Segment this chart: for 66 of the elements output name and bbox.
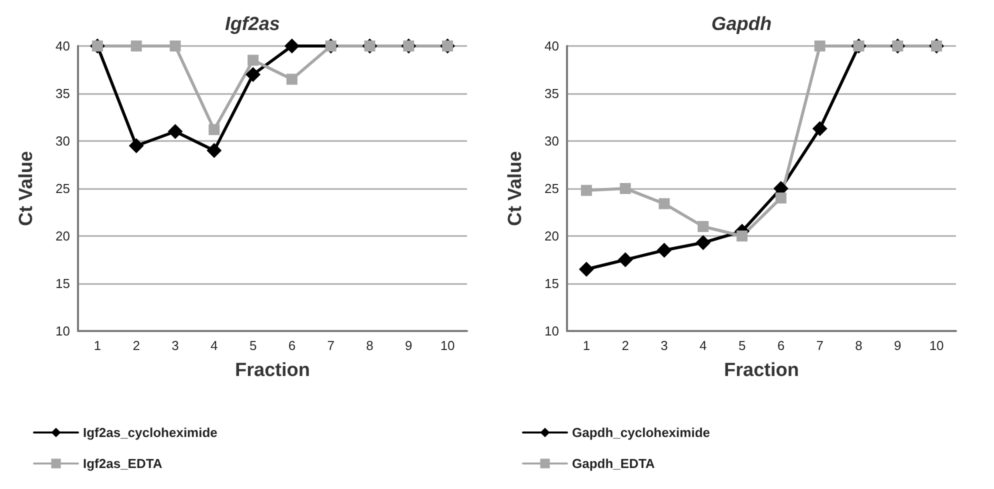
x-tick-label: 7 xyxy=(327,338,334,353)
point xyxy=(698,221,709,232)
x-axis-title: Fraction xyxy=(235,360,310,381)
point xyxy=(248,54,259,66)
point xyxy=(696,235,711,250)
x-tick-label: 3 xyxy=(660,338,668,353)
y-axis-title: Ct Value xyxy=(505,151,526,226)
legend-label: Gapdh_cycloheximide xyxy=(572,425,710,440)
point xyxy=(578,262,594,277)
point xyxy=(246,67,261,82)
point xyxy=(620,183,631,194)
y-tick-label: 35 xyxy=(56,86,70,101)
y-tick-label: 30 xyxy=(56,134,70,148)
chart-title: Igf2as xyxy=(225,14,280,35)
point xyxy=(206,143,222,158)
y-tick-label: 20 xyxy=(544,228,559,244)
x-tick-label: 2 xyxy=(132,338,140,353)
point xyxy=(618,252,633,268)
x-tick-label: 8 xyxy=(855,338,862,353)
point xyxy=(775,192,786,204)
point xyxy=(284,38,300,54)
legend-label: Gapdh_EDTA xyxy=(572,456,656,471)
y-tick-label: 40 xyxy=(544,38,559,54)
x-tick-label: 2 xyxy=(622,338,629,353)
point xyxy=(286,74,298,85)
chart-title: Gapdh xyxy=(711,14,772,35)
x-tick-label: 3 xyxy=(172,338,179,353)
point xyxy=(656,242,672,258)
point xyxy=(658,198,670,210)
x-tick-label: 4 xyxy=(210,338,218,353)
point xyxy=(814,40,826,52)
x-tick-label: 8 xyxy=(366,338,374,353)
x-tick-label: 1 xyxy=(94,338,102,353)
y-tick-label: 10 xyxy=(544,324,559,338)
y-tick-label: 30 xyxy=(544,134,559,148)
legend-label: Igf2as_EDTA xyxy=(83,456,163,471)
y-tick-label: 15 xyxy=(56,276,70,291)
legend-label: Igf2as_cycloheximide xyxy=(83,425,218,440)
x-tick-label: 7 xyxy=(816,338,824,353)
y-tick-label: 35 xyxy=(544,86,559,101)
x-tick-label: 5 xyxy=(738,338,746,353)
y-tick-label: 15 xyxy=(544,276,559,291)
y-tick-label: 40 xyxy=(56,38,70,54)
point xyxy=(580,184,592,196)
point xyxy=(736,230,748,242)
point xyxy=(168,124,183,139)
x-axis-title: Fraction xyxy=(724,360,799,381)
x-tick-label: 9 xyxy=(894,338,902,353)
point xyxy=(128,138,144,154)
y-tick-label: 25 xyxy=(56,181,70,196)
y-tick-label: 10 xyxy=(56,324,70,338)
x-tick-label: 6 xyxy=(777,338,785,353)
x-tick-label: 10 xyxy=(929,338,944,353)
point xyxy=(812,121,828,136)
x-tick-label: 10 xyxy=(440,338,455,353)
point xyxy=(208,124,220,136)
y-tick-label: 20 xyxy=(56,228,70,244)
point xyxy=(170,40,181,52)
point xyxy=(130,40,142,52)
x-tick-label: 1 xyxy=(582,338,590,353)
x-tick-label: 6 xyxy=(288,338,296,353)
x-tick-label: 9 xyxy=(405,338,412,353)
y-tick-label: 25 xyxy=(544,181,559,196)
x-tick-label: 4 xyxy=(700,338,707,353)
y-axis-title: Ct Value xyxy=(16,151,37,226)
x-tick-label: 5 xyxy=(249,338,257,353)
